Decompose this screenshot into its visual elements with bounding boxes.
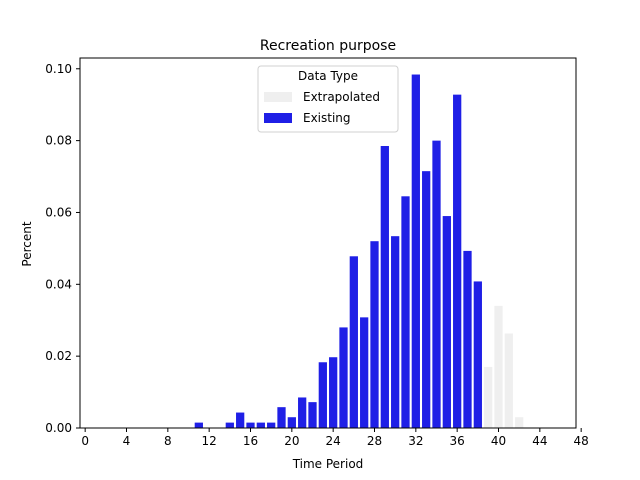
y-tick-label-4: 0.08: [45, 134, 72, 148]
y-tick-label-3: 0.06: [45, 205, 72, 219]
legend-swatch-existing: [264, 113, 292, 123]
bar-extrapolated-41: [504, 333, 513, 428]
bar-existing-29: [380, 146, 389, 428]
x-tick-label-0: 0: [81, 434, 89, 448]
x-tick-label-11: 44: [532, 434, 547, 448]
bar-existing-27: [360, 317, 369, 428]
bar-existing-30: [391, 236, 400, 428]
x-tick-label-1: 4: [123, 434, 131, 448]
x-tick-label-7: 28: [367, 434, 382, 448]
y-tick-label-5: 0.10: [45, 62, 72, 76]
bar-existing-18: [267, 422, 276, 428]
bar-existing-17: [256, 422, 265, 428]
bar-extrapolated-40: [494, 305, 503, 428]
bar-existing-16: [246, 422, 255, 428]
legend-swatch-extrapolated: [264, 92, 292, 102]
x-tick-label-4: 16: [243, 434, 258, 448]
bar-existing-35: [442, 216, 451, 428]
y-tick-label-2: 0.04: [45, 277, 72, 291]
bar-existing-26: [349, 256, 358, 428]
bar-existing-19: [277, 407, 286, 428]
bar-existing-38: [473, 281, 482, 428]
x-tick-label-5: 20: [284, 434, 299, 448]
bar-existing-22: [308, 402, 317, 428]
bar-existing-34: [432, 140, 441, 429]
bar-existing-25: [339, 327, 348, 428]
legend: Data Type Extrapolated Existing: [257, 65, 399, 133]
bar-existing-20: [287, 417, 296, 428]
bar-existing-23: [318, 362, 327, 428]
legend-box: [257, 65, 399, 133]
bar-existing-21: [298, 397, 307, 428]
y-tick-label-1: 0.02: [45, 349, 72, 363]
legend-title: Data Type: [298, 69, 358, 83]
x-tick-label-2: 8: [164, 434, 172, 448]
legend-label-existing: Existing: [303, 111, 351, 125]
bar-existing-32: [411, 74, 420, 429]
chart-title: Recreation purpose: [260, 38, 396, 54]
bar-existing-15: [236, 412, 245, 428]
x-tick-label-6: 24: [326, 434, 341, 448]
bar-existing-36: [453, 94, 462, 428]
bar-existing-28: [370, 241, 379, 428]
bar-existing-31: [401, 196, 410, 428]
x-tick-label-8: 32: [408, 434, 423, 448]
bar-existing-33: [422, 171, 431, 428]
y-axis-label: Percent: [20, 221, 34, 266]
bar-extrapolated-42: [515, 417, 524, 428]
bar-extrapolated-39: [484, 366, 493, 428]
bar-existing-37: [463, 250, 472, 428]
y-tick-label-0: 0.00: [45, 421, 72, 435]
x-tick-label-12: 48: [574, 434, 589, 448]
legend-label-extrapolated: Extrapolated: [303, 90, 380, 104]
bar-existing-24: [329, 357, 338, 428]
x-tick-label-9: 36: [450, 434, 465, 448]
plot-frame: [79, 57, 577, 429]
x-axis-label: Time Period: [292, 457, 364, 471]
plot-area: 0 4 8 12 16 20 24 28 32 36 40 44 480.000.020.040.060…: [45, 57, 589, 448]
bar-existing-11: [194, 422, 203, 428]
x-tick-label-3: 12: [202, 434, 217, 448]
x-tick-label-10: 40: [491, 434, 506, 448]
bar-existing-14: [225, 422, 234, 428]
